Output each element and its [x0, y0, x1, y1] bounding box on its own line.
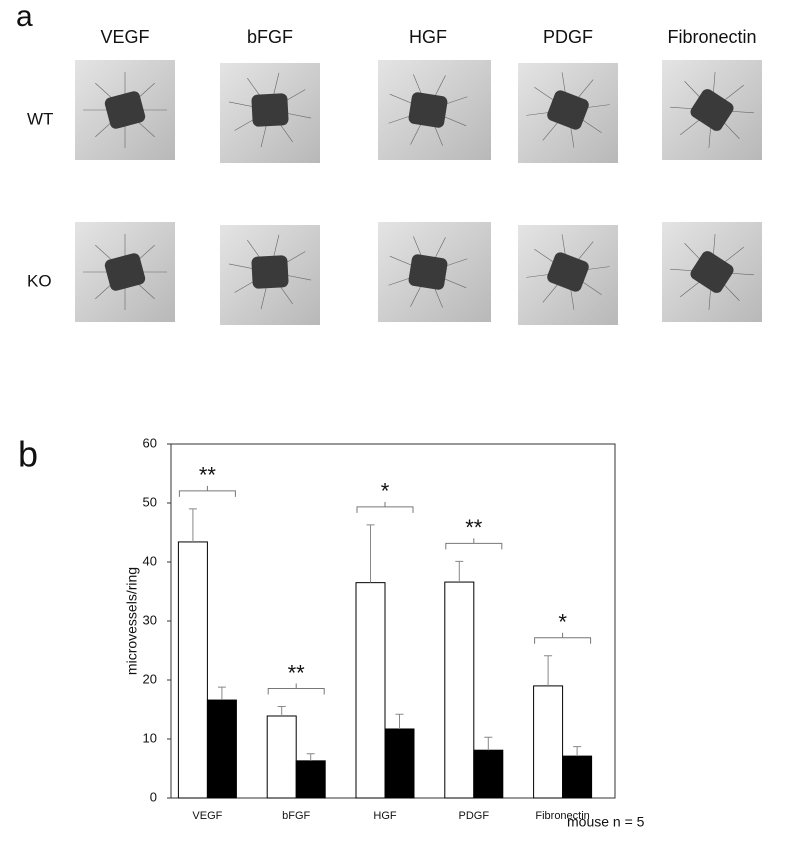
bar	[444, 581, 475, 799]
column-label: Fibronectin	[667, 27, 756, 47]
explant	[104, 253, 146, 291]
explant	[690, 89, 734, 131]
error-bar	[217, 686, 226, 701]
note: mouse n = 5	[567, 814, 645, 830]
bar	[295, 760, 326, 799]
significance-label: **	[199, 463, 217, 488]
significance-label: *	[381, 479, 390, 504]
bar	[355, 582, 386, 799]
y-tick-label: 50	[143, 494, 157, 509]
bar	[562, 755, 593, 799]
error-bar	[306, 753, 315, 761]
significance-bracket	[178, 485, 236, 497]
bar	[533, 685, 564, 799]
error-bar	[395, 713, 404, 729]
y-axis-label: microvessels/ring	[124, 567, 140, 675]
column-label: VEGF	[100, 27, 149, 47]
error-bar	[366, 524, 375, 583]
significance-label: *	[558, 610, 567, 635]
panel-label: a	[16, 0, 33, 33]
bar	[473, 749, 504, 799]
x-tick-label: bFGF	[282, 810, 310, 822]
bar	[177, 541, 208, 799]
x-tick-label: HGF	[373, 810, 397, 822]
y-tick-label: 10	[143, 730, 157, 745]
bar	[384, 728, 415, 799]
bar	[266, 715, 297, 799]
error-bar	[544, 655, 553, 686]
x-tick-label: Fibronectin	[535, 810, 589, 822]
panel-label: b	[18, 434, 38, 475]
y-tick-label: 0	[150, 789, 157, 804]
column-label: bFGF	[247, 27, 293, 47]
error-bar	[484, 736, 493, 751]
column-label: PDGF	[543, 27, 593, 47]
error-bar	[573, 746, 582, 757]
error-bar	[188, 508, 197, 542]
error-bar	[277, 706, 286, 716]
explant	[408, 92, 448, 128]
y-tick-label: 40	[143, 553, 157, 568]
significance-bracket	[445, 538, 503, 550]
significance-bracket	[534, 632, 592, 644]
x-tick-label: PDGF	[459, 810, 490, 822]
row-label: WT	[27, 109, 53, 128]
significance-bracket	[267, 683, 325, 695]
error-bar	[455, 560, 464, 583]
column-label: HGF	[409, 27, 447, 47]
y-tick-label: 20	[143, 671, 157, 686]
significance-bracket	[356, 501, 414, 513]
explant	[690, 251, 734, 293]
x-tick-label: VEGF	[192, 810, 222, 822]
explant	[104, 91, 146, 129]
explant	[251, 93, 289, 127]
y-tick-label: 60	[143, 435, 157, 450]
explant	[408, 254, 448, 290]
bar	[206, 699, 237, 799]
explant	[251, 255, 289, 289]
y-tick-label: 30	[143, 612, 157, 627]
significance-label: **	[465, 515, 483, 540]
significance-label: **	[288, 660, 306, 685]
explant	[547, 90, 589, 130]
row-label: KO	[27, 271, 52, 290]
explant	[547, 252, 589, 292]
